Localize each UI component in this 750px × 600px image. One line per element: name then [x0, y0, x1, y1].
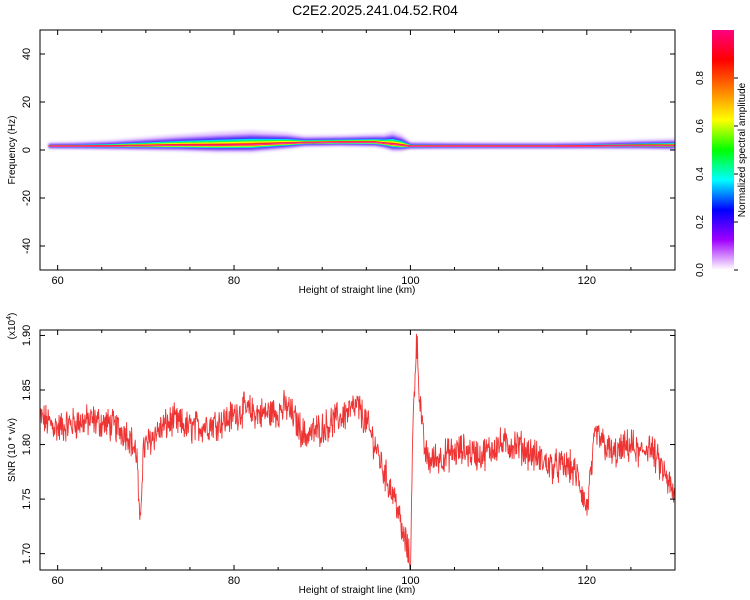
spectral-ridge [48, 130, 675, 153]
y-tick-label: 40 [21, 48, 33, 60]
snr-panel: 60 80 100 120 1.70 1.75 1.80 1.85 1.90 Height o… [6, 313, 676, 596]
snr-x-label: Height of straight line (km) [299, 585, 416, 596]
y-tick-label: 1.75 [21, 488, 33, 509]
spectrogram-y-ticks: -40 -20 0 20 40 [21, 48, 675, 254]
colorbar-tick-label: 0.2 [695, 215, 706, 229]
snr-y-label: SNR (10 * v/v) [7, 418, 18, 482]
chart-title: C2E2.2025.241.04.52.R04 [292, 2, 458, 18]
x-tick-label: 60 [52, 575, 64, 587]
spectrogram-x-ticks: 60 80 100 120 [52, 30, 676, 287]
snr-x-ticks: 60 80 100 120 [52, 330, 676, 587]
snr-series-line [40, 333, 675, 570]
x-tick-label: 120 [578, 575, 596, 587]
colorbar-label: Normalized spectral amplitude [737, 82, 748, 217]
y-tick-label: 0 [21, 147, 33, 153]
colorbar-tick-label: 0.4 [695, 167, 706, 181]
x-tick-label: 80 [228, 275, 240, 287]
colorbar-tick-label: 0.8 [695, 71, 706, 85]
x-tick-label: 100 [401, 275, 419, 287]
y-tick-label: 1.85 [21, 379, 33, 400]
ridge-core [48, 141, 675, 147]
snr-y-ticks: 1.70 1.75 1.80 1.85 1.90 [21, 325, 675, 564]
snr-plot-area [40, 330, 675, 570]
colorbar: 0.0 0.2 0.4 0.6 0.8 Normalized spectral ampl… [695, 30, 748, 277]
spectrogram-y-label: Frequency (Hz) [7, 116, 18, 185]
x-tick-label: 120 [578, 275, 596, 287]
snr-scale-label: (x104) [6, 313, 18, 340]
spectrogram-x-label: Height of straight line (km) [299, 285, 416, 296]
colorbar-tick-label: 0.0 [695, 263, 706, 277]
y-tick-label: 1.70 [21, 543, 33, 564]
spectrogram-panel: 60 80 100 120 -40 -20 0 20 40 Height of straigh… [7, 29, 676, 296]
x-tick-label: 80 [228, 575, 240, 587]
x-tick-label: 60 [52, 275, 64, 287]
y-tick-label: -40 [21, 238, 33, 254]
snr-frame [39, 329, 676, 571]
y-tick-label: 1.80 [21, 434, 33, 455]
colorbar-gradient [712, 30, 734, 270]
y-tick-label: -20 [21, 190, 33, 206]
x-tick-label: 100 [401, 575, 419, 587]
colorbar-tick-label: 0.6 [695, 119, 706, 133]
colorbar-ticks: 0.0 0.2 0.4 0.6 0.8 [695, 71, 738, 277]
y-tick-label: 20 [21, 96, 33, 108]
y-tick-label: 1.90 [21, 325, 33, 346]
